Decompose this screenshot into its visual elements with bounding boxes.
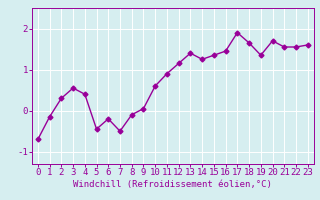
X-axis label: Windchill (Refroidissement éolien,°C): Windchill (Refroidissement éolien,°C) <box>73 180 272 189</box>
